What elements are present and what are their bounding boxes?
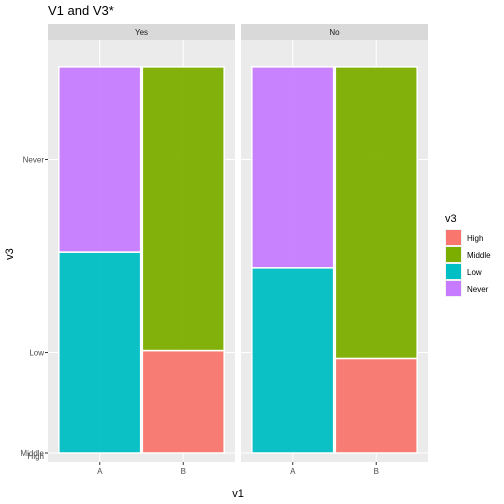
legend-label: Middle	[467, 251, 491, 260]
bar-segment-middle	[141, 66, 225, 352]
facet-strip	[48, 24, 235, 40]
legend-title: v3	[445, 213, 457, 225]
y-tick-label: Never	[23, 155, 45, 164]
bar-segment-low	[251, 267, 335, 454]
legend-swatch	[446, 281, 461, 296]
bar-segment-never	[58, 66, 142, 253]
y-tick-label: High	[28, 452, 44, 461]
bar-segment-never	[251, 66, 335, 269]
legend-label: Low	[467, 268, 482, 277]
facet-strip	[241, 24, 428, 40]
bar-segment-high	[141, 349, 225, 454]
legend-label: High	[467, 234, 483, 243]
facet-strip-label: Yes	[135, 28, 148, 37]
bar-segment-middle	[334, 66, 418, 360]
legend-label: Never	[467, 285, 489, 294]
legend-item-high: High	[445, 229, 483, 246]
legend-swatch	[446, 264, 461, 279]
legend-swatch	[446, 230, 461, 245]
legend-item-low: Low	[445, 263, 482, 280]
legend-swatch	[446, 247, 461, 262]
legend-item-never: Never	[445, 280, 489, 297]
chart-title: V1 and V3*	[48, 3, 114, 18]
y-tick-label: Low	[29, 349, 44, 358]
bar-b	[141, 66, 225, 454]
legend-item-middle: Middle	[445, 246, 491, 263]
bar-a	[251, 66, 335, 454]
bar-segment-low	[58, 251, 142, 454]
facet-strip-label: No	[329, 28, 340, 37]
y-tick-label: Middle	[20, 449, 44, 458]
legend: v3 High Middle Low Never	[445, 213, 491, 297]
facet-panel-no: No A B	[241, 24, 428, 476]
x-tick-label: B	[181, 467, 186, 476]
bar-segment-high	[334, 357, 418, 454]
x-tick-label: B	[374, 467, 379, 476]
x-tick-label: A	[290, 467, 296, 476]
x-axis-title: v1	[232, 488, 244, 500]
bar-a	[58, 66, 142, 454]
x-tick-label: A	[97, 467, 103, 476]
bar-b	[334, 66, 418, 454]
y-axis-title: v3	[4, 248, 16, 260]
